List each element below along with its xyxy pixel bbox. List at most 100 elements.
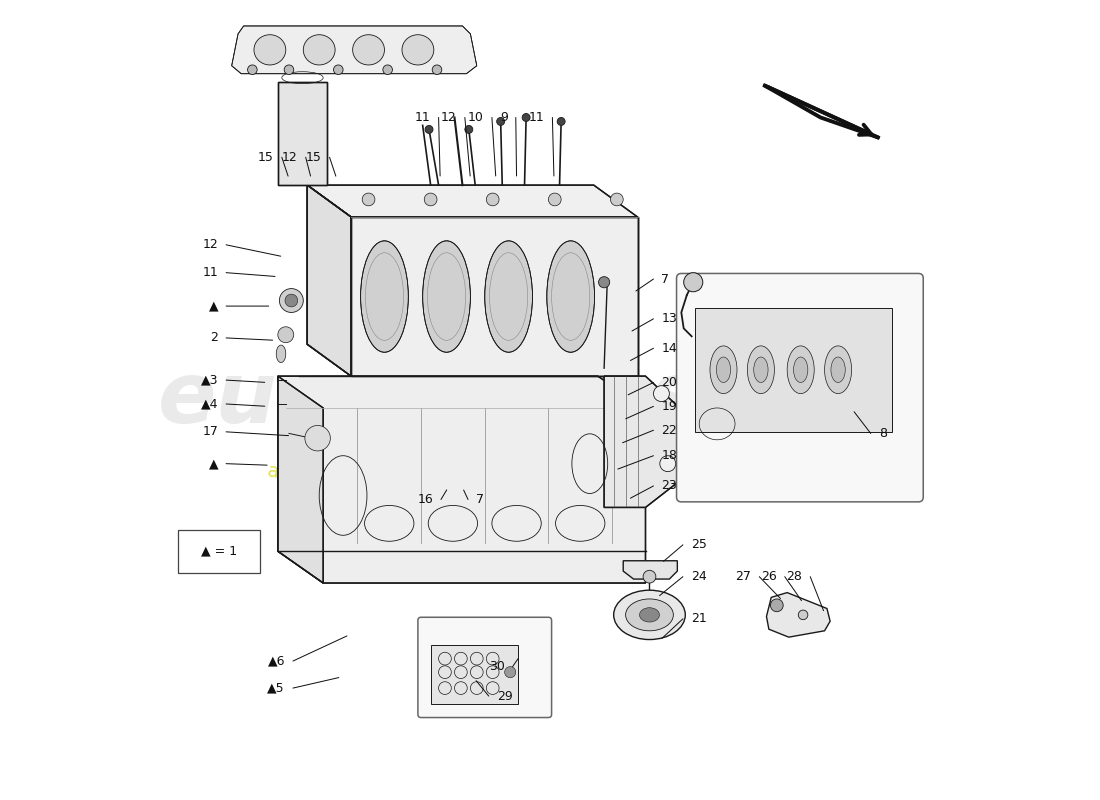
Polygon shape — [232, 26, 476, 74]
Circle shape — [505, 666, 516, 678]
Text: 21: 21 — [691, 612, 706, 626]
Ellipse shape — [830, 357, 845, 382]
Polygon shape — [430, 645, 518, 704]
Text: 11: 11 — [415, 111, 430, 124]
Text: 10: 10 — [469, 111, 484, 124]
Ellipse shape — [353, 34, 385, 65]
Polygon shape — [767, 593, 830, 637]
Ellipse shape — [614, 590, 685, 639]
Circle shape — [425, 126, 433, 134]
Ellipse shape — [788, 346, 814, 394]
Text: 11: 11 — [529, 111, 544, 124]
Circle shape — [383, 65, 393, 74]
Text: 26: 26 — [761, 570, 777, 583]
Polygon shape — [695, 309, 892, 432]
Ellipse shape — [276, 345, 286, 362]
Ellipse shape — [304, 34, 336, 65]
Text: a passion for parts since 1985: a passion for parts since 1985 — [265, 462, 548, 530]
Text: 20: 20 — [661, 376, 678, 389]
Text: 7: 7 — [661, 273, 670, 286]
Text: 24: 24 — [691, 570, 706, 583]
Text: 22: 22 — [661, 424, 678, 437]
Text: 17: 17 — [202, 426, 218, 438]
Circle shape — [610, 193, 624, 206]
Polygon shape — [307, 185, 351, 376]
Ellipse shape — [485, 241, 532, 352]
Text: 18: 18 — [661, 450, 678, 462]
FancyBboxPatch shape — [178, 530, 260, 573]
Circle shape — [333, 65, 343, 74]
Text: 13: 13 — [661, 312, 678, 326]
Text: ▲: ▲ — [209, 299, 218, 313]
Text: 16: 16 — [417, 493, 433, 506]
Circle shape — [425, 193, 437, 206]
Ellipse shape — [793, 357, 807, 382]
Text: ▲: ▲ — [209, 457, 218, 470]
Polygon shape — [351, 217, 638, 376]
Text: 27: 27 — [736, 570, 751, 583]
Circle shape — [248, 65, 257, 74]
Text: ▲5: ▲5 — [267, 682, 285, 694]
Ellipse shape — [747, 346, 774, 394]
Text: 12: 12 — [202, 238, 218, 251]
Text: 28: 28 — [786, 570, 802, 583]
Polygon shape — [624, 561, 678, 579]
Circle shape — [522, 114, 530, 122]
Polygon shape — [278, 376, 323, 583]
Polygon shape — [604, 376, 681, 507]
Text: 29: 29 — [497, 690, 513, 702]
Circle shape — [278, 326, 294, 342]
Text: 7: 7 — [476, 493, 484, 506]
Polygon shape — [307, 185, 351, 376]
Ellipse shape — [639, 608, 659, 622]
Circle shape — [497, 118, 505, 126]
Text: 15: 15 — [258, 150, 274, 164]
Text: 15: 15 — [306, 150, 321, 164]
Ellipse shape — [547, 241, 595, 352]
Circle shape — [549, 193, 561, 206]
Circle shape — [432, 65, 442, 74]
Polygon shape — [278, 376, 646, 583]
Circle shape — [465, 126, 473, 134]
Text: 19: 19 — [661, 400, 678, 413]
Circle shape — [598, 277, 609, 288]
Ellipse shape — [710, 346, 737, 394]
Ellipse shape — [361, 241, 408, 352]
Ellipse shape — [626, 599, 673, 630]
Text: 8: 8 — [879, 427, 887, 440]
Circle shape — [305, 426, 330, 451]
Text: 9: 9 — [499, 111, 508, 124]
Text: 14: 14 — [661, 342, 678, 354]
Polygon shape — [307, 185, 638, 217]
Circle shape — [799, 610, 807, 620]
Circle shape — [284, 65, 294, 74]
FancyBboxPatch shape — [418, 618, 551, 718]
Text: 2: 2 — [210, 331, 218, 345]
FancyBboxPatch shape — [676, 274, 923, 502]
Text: 23: 23 — [661, 479, 678, 493]
Text: 25: 25 — [691, 538, 706, 551]
Ellipse shape — [825, 346, 851, 394]
Ellipse shape — [716, 357, 730, 382]
Ellipse shape — [422, 241, 471, 352]
Circle shape — [644, 570, 656, 583]
Text: 12: 12 — [441, 111, 456, 124]
Ellipse shape — [402, 34, 433, 65]
Circle shape — [684, 273, 703, 292]
Ellipse shape — [254, 34, 286, 65]
Text: ▲ = 1: ▲ = 1 — [201, 545, 236, 558]
Circle shape — [486, 193, 499, 206]
Circle shape — [362, 193, 375, 206]
Text: 30: 30 — [488, 660, 505, 673]
Text: 11: 11 — [202, 266, 218, 279]
Text: ▲3: ▲3 — [200, 374, 218, 386]
Text: ▲6: ▲6 — [267, 654, 285, 667]
Circle shape — [653, 386, 670, 402]
Text: ▲4: ▲4 — [200, 398, 218, 410]
Circle shape — [285, 294, 298, 307]
Circle shape — [279, 289, 304, 313]
Ellipse shape — [754, 357, 768, 382]
Text: eurospares: eurospares — [158, 358, 703, 442]
Text: 12: 12 — [282, 150, 298, 164]
Circle shape — [770, 599, 783, 612]
